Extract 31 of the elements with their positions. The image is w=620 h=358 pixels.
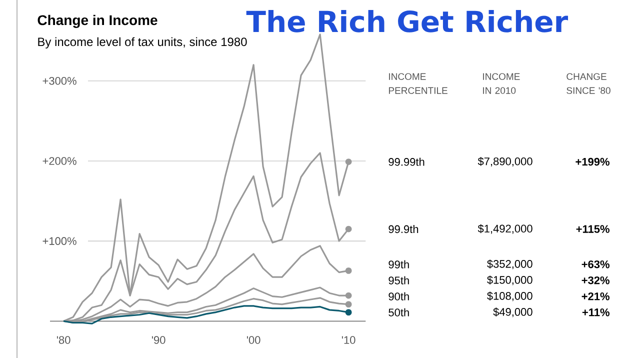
text: +32%	[582, 276, 610, 284]
annotation: The Rich Get Richer	[246, 10, 568, 32]
text: INCOME PERCENTILE	[388, 73, 448, 94]
text: +115%	[576, 225, 610, 233]
text: $150,000	[487, 276, 532, 286]
text: 95th	[388, 276, 409, 284]
text: INCOME IN 2010	[483, 73, 520, 94]
text: 99th	[388, 260, 409, 268]
x-tick-label: '00	[246, 336, 260, 344]
text: +21%	[582, 292, 610, 300]
text: $352,000	[487, 260, 532, 270]
x-tick-label: '80	[56, 336, 70, 344]
text: $1,492,000	[478, 224, 532, 234]
text: 99.9th	[388, 225, 418, 234]
text: Change in Income	[38, 14, 158, 28]
x-tick-label: '10	[342, 336, 356, 344]
text: 99.99th	[388, 158, 424, 166]
text: +11%	[582, 308, 610, 316]
text: +199%	[576, 158, 610, 166]
text: 90th	[388, 292, 409, 300]
text: 50th	[388, 308, 409, 316]
text: CHANGE SINCE '80	[566, 73, 610, 94]
text: $49,000	[493, 308, 532, 318]
text: $108,000	[487, 292, 532, 302]
text: By income level of tax units, since 1980	[38, 37, 247, 48]
x-tick-label: '90	[152, 336, 166, 344]
text: $7,890,000	[478, 157, 532, 167]
y-tick-label: +300%	[42, 77, 76, 85]
y-tick-label: +200%	[42, 157, 76, 165]
text: +63%	[582, 260, 610, 268]
y-tick-label: +100%	[42, 237, 76, 245]
